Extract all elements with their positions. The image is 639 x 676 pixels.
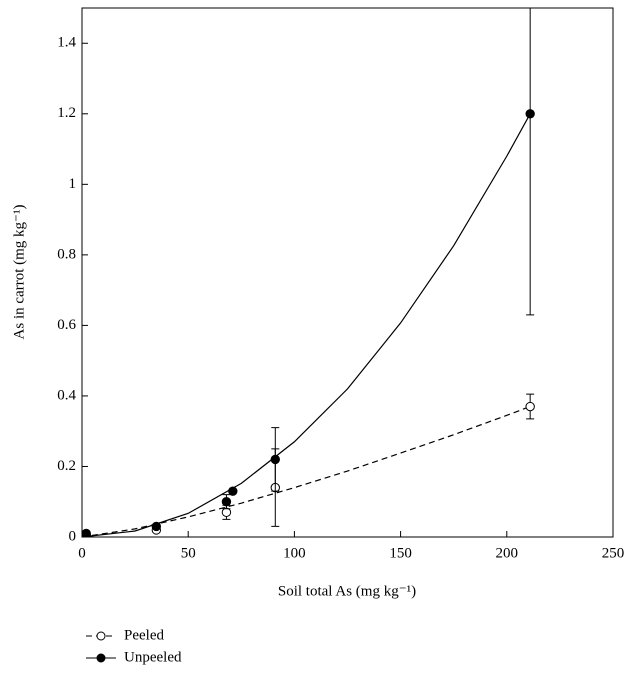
fit-curve (82, 113, 531, 537)
data-point (221, 507, 232, 518)
y-axis-label: As in carrot (mg kg⁻¹) (11, 205, 27, 340)
x-tick-label: 250 (602, 545, 625, 561)
legend-marker (96, 653, 106, 663)
x-tick-label: 100 (283, 545, 306, 561)
data-point (82, 528, 91, 537)
y-tick-label: 1.4 (57, 35, 76, 51)
data-point (525, 401, 535, 412)
y-tick-label: 0.6 (57, 317, 76, 333)
x-tick-label: 150 (389, 545, 412, 561)
data-point (228, 486, 238, 496)
y-tick-label: 0.2 (57, 458, 76, 474)
data-point (270, 454, 280, 465)
plot-area (82, 8, 535, 537)
x-tick-label: 50 (181, 545, 196, 561)
legend-label: Unpeeled (124, 649, 182, 665)
x-tick-label: 0 (78, 545, 86, 561)
y-tick-label: 0.4 (57, 387, 76, 403)
data-point (525, 109, 535, 119)
plot-frame (81, 7, 614, 538)
y-tick-label: 0.8 (57, 246, 76, 262)
y-tick-label: 0 (69, 528, 77, 544)
error-bar (526, 8, 535, 316)
y-tick-label: 1.2 (57, 105, 76, 121)
data-point (221, 497, 232, 507)
legend-marker (96, 631, 106, 641)
x-tick-label: 200 (496, 545, 519, 561)
y-tick-label: 1 (69, 176, 77, 192)
data-point (151, 521, 162, 532)
legend-label: Peeled (124, 627, 164, 643)
fit-curve (82, 405, 531, 537)
x-axis-label: Soil total As (mg kg⁻¹) (278, 583, 416, 599)
